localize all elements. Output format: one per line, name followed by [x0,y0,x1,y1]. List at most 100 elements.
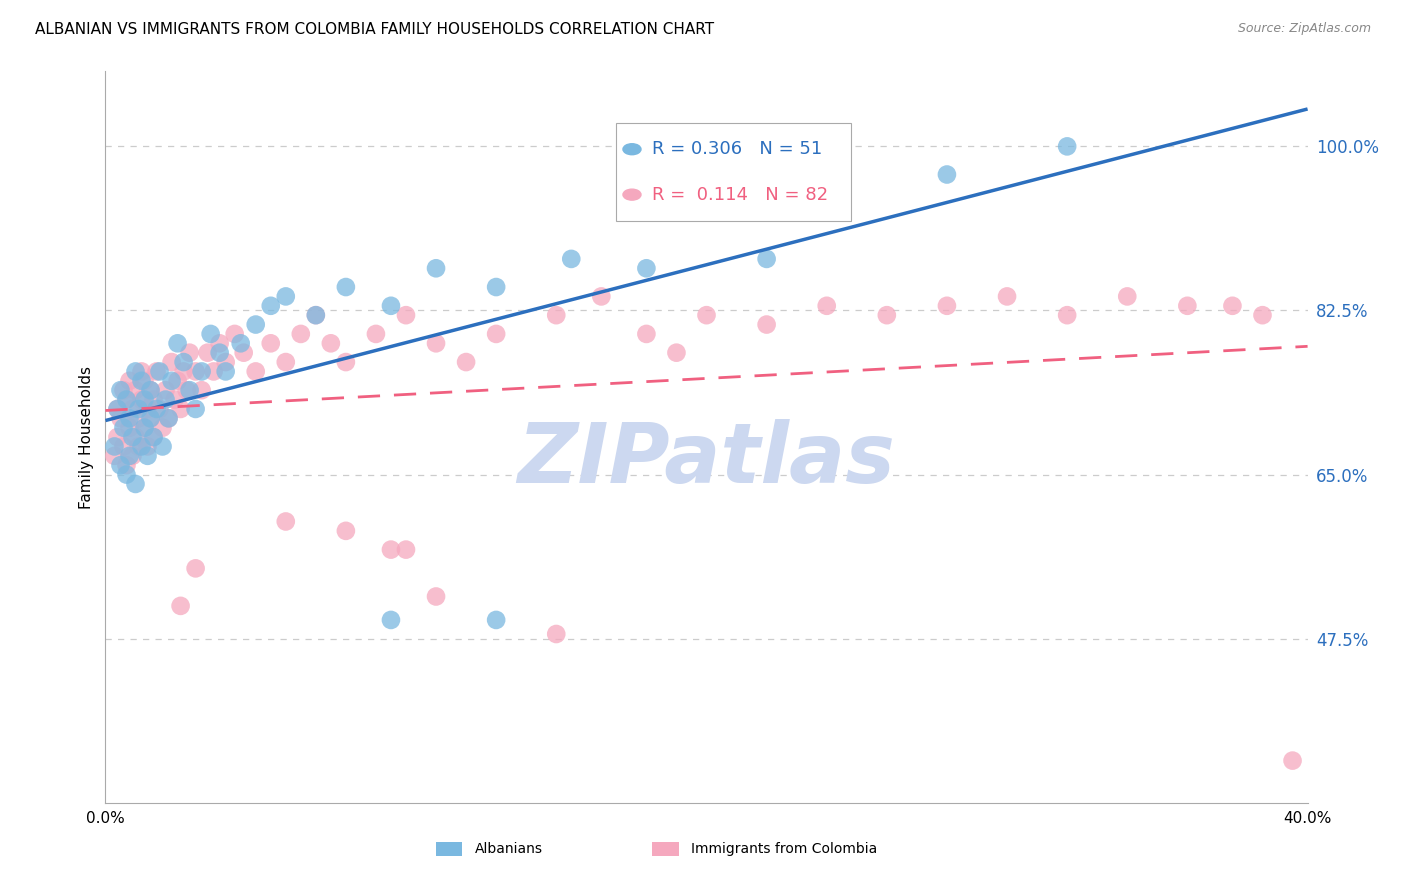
Point [136,440,159,454]
Point [155,383,177,397]
Point [121,401,143,416]
Point [1056,139,1078,153]
Point [134,392,156,407]
Point [274,355,297,369]
Point [110,411,132,425]
Point [152,440,174,454]
Point [274,289,297,303]
Point [290,326,312,341]
Point [121,430,143,444]
Point [245,364,267,378]
Point [380,542,402,557]
Point [208,345,231,359]
Point [190,383,212,397]
Point [115,458,138,473]
Point [1281,754,1303,768]
Point [118,420,141,434]
Point [160,374,183,388]
Point [128,440,150,454]
Point [815,299,838,313]
Point [202,364,225,378]
Bar [616,122,851,221]
Point [755,252,778,266]
Point [485,326,508,341]
Point [546,627,568,641]
Point [755,318,778,332]
Point [319,336,342,351]
Point [1116,289,1139,303]
Point [112,420,135,434]
Point [184,364,207,378]
Point [110,383,132,397]
Point [163,392,186,407]
Point [425,261,447,276]
Point [184,561,207,575]
Point [560,252,582,266]
Point [364,326,387,341]
Point [380,613,402,627]
Point [124,364,146,378]
Point [124,383,146,397]
Point [136,401,159,416]
Text: Source: ZipAtlas.com: Source: ZipAtlas.com [1237,22,1371,36]
Point [995,289,1018,303]
Point [176,383,198,397]
Point [115,467,138,482]
Point [485,613,508,627]
Point [214,364,236,378]
Point [1056,308,1078,322]
Circle shape [623,189,641,200]
Point [232,345,254,359]
Text: R = 0.306   N = 51: R = 0.306 N = 51 [652,140,823,158]
Point [136,449,159,463]
Point [121,449,143,463]
Point [591,289,613,303]
Point [166,374,188,388]
Point [245,318,267,332]
Y-axis label: Family Households: Family Households [79,366,94,508]
Point [118,374,141,388]
Point [155,392,177,407]
Point [169,401,191,416]
Point [118,411,141,425]
Point [425,590,447,604]
Point [139,383,162,397]
Point [305,308,328,322]
Point [112,383,135,397]
Point [274,515,297,529]
Point [103,440,125,454]
Point [160,355,183,369]
Point [110,458,132,473]
Point [103,449,125,463]
Point [184,401,207,416]
Point [148,401,170,416]
Point [636,326,658,341]
Point [335,355,357,369]
Point [118,449,141,463]
Point [139,383,162,397]
Point [380,299,402,313]
Point [260,299,283,313]
Point [157,411,180,425]
Point [179,345,201,359]
Point [546,308,568,322]
Text: ALBANIAN VS IMMIGRANTS FROM COLOMBIA FAMILY HOUSEHOLDS CORRELATION CHART: ALBANIAN VS IMMIGRANTS FROM COLOMBIA FAM… [35,22,714,37]
Point [936,299,959,313]
Point [139,411,162,425]
Point [134,420,156,434]
Point [139,411,162,425]
Point [1175,299,1198,313]
Point [335,280,357,294]
Point [107,430,129,444]
Point [395,542,418,557]
Point [157,411,180,425]
Point [107,401,129,416]
Point [335,524,357,538]
Point [173,364,195,378]
Point [665,345,688,359]
Text: Albanians: Albanians [474,842,543,856]
Point [260,336,283,351]
Point [124,477,146,491]
Point [173,355,195,369]
Point [229,336,252,351]
